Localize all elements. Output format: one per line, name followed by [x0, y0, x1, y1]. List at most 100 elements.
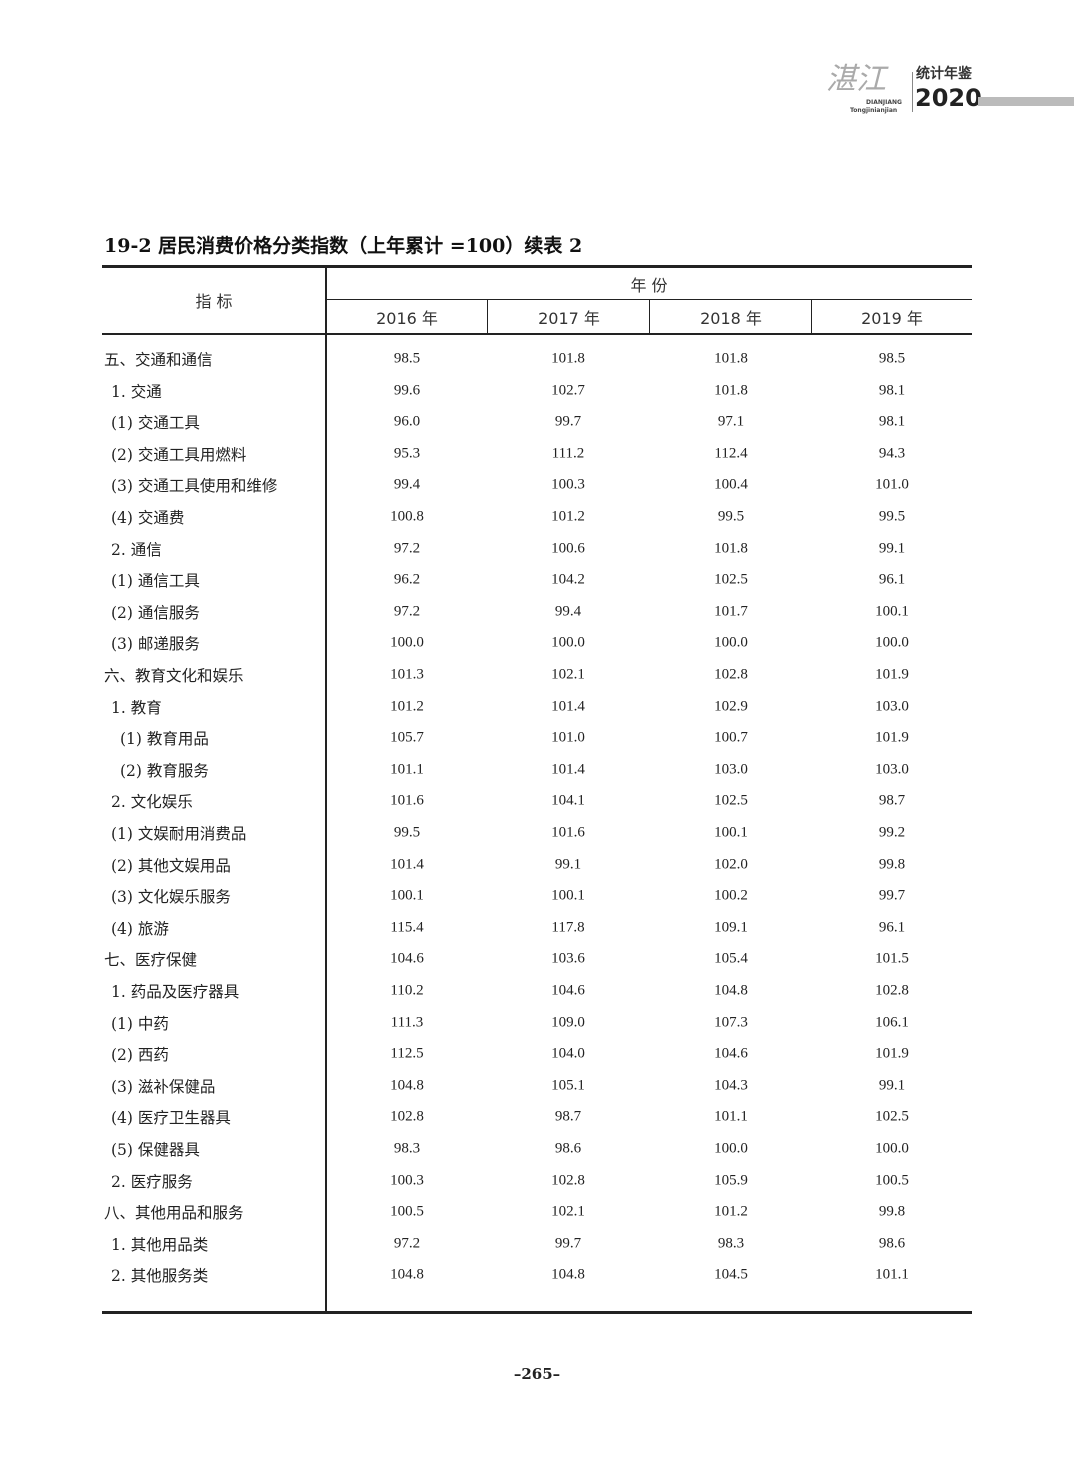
- value-cell: 101.1: [875, 1266, 909, 1283]
- value-cell: 101.2: [714, 1203, 748, 1220]
- col-divider: [811, 300, 813, 334]
- value-cell: 101.4: [551, 698, 585, 715]
- row-label: 五、交通和通信: [104, 351, 213, 369]
- value-cell: 102.5: [714, 792, 748, 809]
- value-cell: 100.0: [875, 634, 909, 651]
- value-cell: 100.0: [714, 1140, 748, 1157]
- value-cell: 94.3: [878, 445, 906, 462]
- value-cell: 99.2: [878, 824, 906, 841]
- value-cell: 100.4: [714, 476, 748, 493]
- row-label: (1) 文娱耐用消费品: [111, 825, 247, 843]
- indicator-header: 指 标: [195, 292, 233, 311]
- value-cell: 102.9: [714, 698, 748, 715]
- row-label: (2) 西药: [111, 1046, 169, 1065]
- value-cell: 99.7: [878, 887, 906, 904]
- value-cell: 98.3: [393, 1140, 421, 1157]
- value-cell: 104.3: [714, 1077, 748, 1094]
- table-bottom-rule: [102, 1311, 972, 1314]
- value-cell: 104.6: [390, 950, 424, 967]
- value-cell: 102.0: [714, 856, 748, 873]
- row-label: (3) 滋补保健品: [111, 1077, 216, 1096]
- value-cell: 102.1: [551, 1203, 585, 1220]
- value-cell: 100.5: [390, 1203, 424, 1220]
- row-label: 八、其他用品和服务: [104, 1204, 244, 1223]
- row-label: (3) 邮递服务: [111, 635, 200, 654]
- value-cell: 103.6: [551, 950, 585, 967]
- header-divider: [326, 299, 972, 301]
- row-label: (2) 通信服务: [111, 603, 200, 622]
- value-cell: 99.5: [878, 508, 906, 525]
- row-label: (2) 其他文娱用品: [111, 856, 231, 875]
- header-bar: [978, 97, 1074, 106]
- column-header: 2019 年: [861, 309, 923, 328]
- value-cell: 99.5: [393, 824, 421, 841]
- value-cell: 97.2: [393, 603, 421, 620]
- row-label: 1. 教育: [111, 698, 162, 717]
- value-cell: 107.3: [714, 1014, 748, 1031]
- value-cell: 115.4: [390, 919, 424, 936]
- logo-calligraphy: 湛江: [826, 62, 886, 97]
- logo-pinyin-sub: Tongjinianjian: [850, 107, 898, 114]
- value-cell: 99.4: [393, 476, 421, 493]
- row-label: 2. 通信: [111, 540, 162, 559]
- value-cell: 101.9: [875, 1045, 909, 1062]
- value-cell: 99.8: [878, 1203, 906, 1220]
- value-cell: 96.0: [393, 413, 421, 430]
- row-label: (4) 医疗卫生器具: [111, 1109, 231, 1128]
- value-cell: 101.7: [714, 603, 748, 620]
- value-cell: 110.2: [390, 982, 424, 999]
- row-label: (3) 交通工具使用和维修: [111, 477, 278, 496]
- value-cell: 101.8: [551, 350, 585, 367]
- value-cell: 98.6: [554, 1140, 582, 1157]
- value-cell: 100.1: [714, 824, 748, 841]
- row-label: (1) 教育用品: [120, 730, 209, 749]
- value-cell: 100.6: [551, 540, 585, 557]
- stub-divider: [325, 267, 327, 1312]
- value-cell: 104.8: [390, 1266, 424, 1283]
- value-cell: 102.5: [714, 571, 748, 588]
- table-top-rule: [102, 265, 972, 268]
- value-cell: 96.1: [878, 919, 906, 936]
- row-label: (1) 通信工具: [111, 572, 200, 591]
- value-cell: 103.0: [875, 698, 909, 715]
- col-divider: [487, 300, 489, 334]
- value-cell: 112.5: [390, 1045, 424, 1062]
- row-label: (1) 中药: [111, 1014, 169, 1033]
- value-cell: 105.9: [714, 1172, 748, 1189]
- column-header: 2018 年: [700, 309, 762, 328]
- value-cell: 102.1: [551, 666, 585, 683]
- value-cell: 104.6: [551, 982, 585, 999]
- value-cell: 96.1: [878, 571, 906, 588]
- value-cell: 104.8: [551, 1266, 585, 1283]
- row-label: (1) 交通工具: [111, 414, 200, 433]
- value-cell: 101.8: [714, 382, 748, 399]
- value-cell: 100.8: [390, 508, 424, 525]
- value-cell: 104.8: [714, 982, 748, 999]
- value-cell: 102.8: [551, 1172, 585, 1189]
- value-cell: 102.5: [875, 1108, 909, 1125]
- value-cell: 99.4: [554, 603, 582, 620]
- value-cell: 105.4: [714, 950, 748, 967]
- value-cell: 105.7: [390, 729, 424, 746]
- row-label: 1. 其他用品类: [111, 1235, 209, 1254]
- value-cell: 97.2: [393, 540, 421, 557]
- value-cell: 101.2: [551, 508, 585, 525]
- yearbook-logo: 湛江 DIANJIANG Tongjinianjian 统计年鉴 2020: [826, 62, 982, 116]
- value-cell: 100.3: [551, 476, 585, 493]
- value-cell: 99.6: [393, 382, 421, 399]
- table-title: 19-2 居民消费价格分类指数（上年累计 =100）续表 2: [104, 235, 583, 257]
- value-cell: 101.6: [551, 824, 585, 841]
- value-cell: 97.2: [393, 1235, 421, 1252]
- value-cell: 100.3: [390, 1172, 424, 1189]
- value-cell: 102.8: [875, 982, 909, 999]
- value-cell: 100.0: [875, 1140, 909, 1157]
- value-cell: 104.2: [551, 571, 585, 588]
- value-cell: 99.7: [554, 1235, 582, 1252]
- value-cell: 102.7: [551, 382, 585, 399]
- row-label: (2) 交通工具用燃料: [111, 445, 247, 464]
- value-cell: 98.3: [717, 1235, 745, 1252]
- value-cell: 98.7: [878, 792, 906, 809]
- value-cell: 101.0: [875, 476, 909, 493]
- value-cell: 100.1: [875, 603, 909, 620]
- row-label: 2. 其他服务类: [111, 1267, 209, 1286]
